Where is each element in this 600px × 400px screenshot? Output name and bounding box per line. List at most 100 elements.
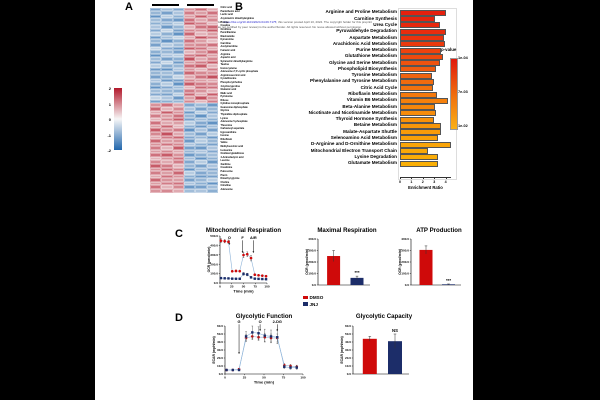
y-axis-label: OCR (pmol/min) xyxy=(305,249,309,275)
heatmap-cell xyxy=(183,53,196,58)
colorbar-tick: 2 xyxy=(108,86,111,91)
heatmap-cell xyxy=(183,160,196,164)
heatmap-cell xyxy=(161,50,173,54)
heatmap-cell xyxy=(206,78,218,83)
heatmap-cell xyxy=(206,39,218,43)
heatmap-cell xyxy=(161,60,173,65)
pathway-row: Malate-Aspartate Shuttle xyxy=(193,128,453,136)
heatmap-row-label: Cytidine monophosphate xyxy=(220,102,250,106)
x-tick-label: 100 xyxy=(264,285,269,289)
heatmap-cell xyxy=(206,107,218,111)
heatmap-cell xyxy=(161,121,173,125)
heatmap-cell xyxy=(150,67,162,72)
heatmap-cell xyxy=(195,32,207,36)
heatmap-cell xyxy=(150,117,162,122)
heatmap-cell xyxy=(150,185,162,189)
injection-label-O: O xyxy=(259,319,262,324)
pathway-bar xyxy=(400,9,447,16)
y-tick-label: 60.0 xyxy=(217,324,223,328)
heatmap-cell xyxy=(195,171,207,175)
data-point-DMSO xyxy=(227,240,230,244)
heatmap-cell xyxy=(150,25,162,29)
pathway-bar xyxy=(400,72,432,79)
heatmap-row-label: Adenosine xyxy=(220,187,233,191)
heatmap-row-label: Phosphorylcholine xyxy=(220,81,243,84)
data-point-JNJ xyxy=(257,277,260,281)
heatmap-cell xyxy=(150,110,162,115)
data-point-JNJ xyxy=(253,277,256,280)
heatmap-cell xyxy=(195,11,207,15)
data-point-JNJ xyxy=(244,335,248,338)
heatmap-cell xyxy=(195,139,207,143)
pathway-bar xyxy=(400,135,439,142)
heatmap-cell xyxy=(172,60,184,65)
heatmap-cell xyxy=(150,57,162,61)
heatmap-cell xyxy=(195,142,207,147)
data-point-JNJ xyxy=(227,277,230,280)
heatmap-row-label: Inosine xyxy=(220,134,229,138)
heatmap-cell xyxy=(172,64,184,68)
heatmap-cell xyxy=(150,114,162,118)
heatmap-cell xyxy=(150,78,162,83)
pathway-label: Riboflavin Metabolism xyxy=(348,91,397,97)
data-point-JNJ xyxy=(269,335,273,338)
injection-label-A/R: A/R xyxy=(250,235,257,240)
heatmap-cell xyxy=(183,67,196,72)
heatmap-cell xyxy=(183,167,196,172)
data-point-DMSO xyxy=(223,239,226,243)
watermark-post: ; this version posted April 10, 2024. Th… xyxy=(276,20,373,24)
heatmap-cell xyxy=(161,82,173,86)
x-tick-label: 75 xyxy=(282,376,286,380)
heatmap-cell xyxy=(150,35,162,40)
y-axis-label: OCR (pmol/min) xyxy=(207,247,211,273)
heatmap-cell xyxy=(172,171,184,175)
heatmap-group-bar xyxy=(187,4,214,6)
heatmap-cell xyxy=(195,57,207,61)
injection-arrowhead xyxy=(238,352,240,354)
heatmap-cell xyxy=(161,46,173,51)
enrichment-tick-label: 0 xyxy=(399,179,401,184)
heatmap-cell xyxy=(172,178,184,182)
x-tick-label: 25 xyxy=(243,376,247,380)
y-tick-label: 40.0 xyxy=(217,340,223,344)
heatmap-cell xyxy=(206,178,218,182)
heatmap-cell xyxy=(150,7,162,12)
heatmap-cell xyxy=(172,11,184,15)
enrichment-tick-label: 1 xyxy=(410,179,413,184)
heatmap-cell xyxy=(206,96,218,100)
heatmap-cell xyxy=(172,117,184,122)
maximal-respiration-chart: Maximal Respiration 0.0 100.0 200.0 300.0 400… xyxy=(305,227,377,287)
heatmap-cell xyxy=(195,103,207,107)
doi-link[interactable]: https://doi.org/10.1101/2024.04.09.7175 xyxy=(223,20,277,24)
data-point-JNJ xyxy=(257,332,260,335)
data-point-JNJ xyxy=(264,278,268,281)
heatmap-cell xyxy=(150,131,162,136)
pathway-bar xyxy=(400,35,445,41)
pathway-row: Vitamin B6 Metabolism xyxy=(193,97,453,104)
heatmap-row-label: Pterin xyxy=(220,173,228,177)
pathway-label: Tyrosine Metabolism xyxy=(351,72,397,78)
heatmap-cell xyxy=(150,14,162,19)
data-point-JNJ xyxy=(251,331,254,334)
heatmap-row-label: Fumaric acid xyxy=(220,48,236,52)
dmso-label: DMSO xyxy=(309,295,324,300)
heatmap-cell xyxy=(206,50,218,54)
heatmap-cell xyxy=(161,21,173,26)
heatmap-cell xyxy=(183,178,196,182)
heatmap-cell xyxy=(183,64,196,68)
y-tick-label: 100.0 xyxy=(401,272,409,276)
chart-title: ATP Production xyxy=(416,227,462,234)
bar-DMSO xyxy=(362,338,377,374)
y-tick-label: 10.0 xyxy=(217,364,223,368)
data-point-DMSO xyxy=(230,269,234,273)
heatmap-cell xyxy=(183,92,196,97)
heatmap-row-label: Creatinine xyxy=(220,166,233,170)
pathway-label: Thyroid Hormone Synthesis xyxy=(335,116,397,122)
data-point-DMSO xyxy=(245,252,249,256)
heatmap-cell xyxy=(206,174,218,179)
heatmap-cell xyxy=(195,78,207,83)
pathway-label: Phenylalanine and Tyrosine Metabolism xyxy=(310,78,397,84)
heatmap-cell xyxy=(183,57,196,61)
heatmap-cell xyxy=(150,82,162,86)
heatmap-row-label: Lactic acid xyxy=(220,13,233,17)
